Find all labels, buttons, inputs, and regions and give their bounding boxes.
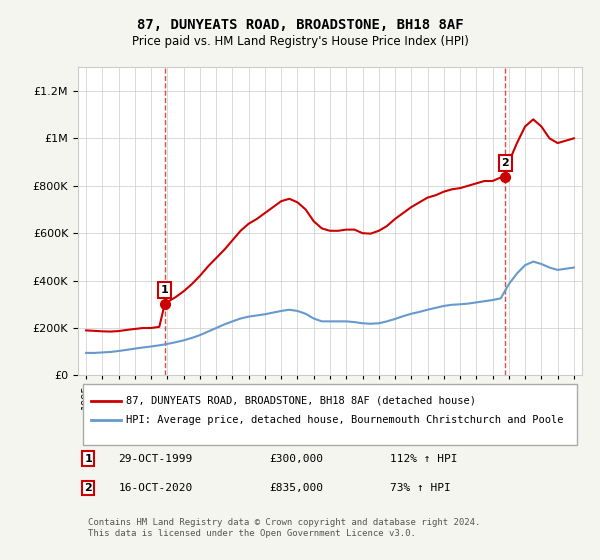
Text: 112% ↑ HPI: 112% ↑ HPI: [391, 454, 458, 464]
FancyBboxPatch shape: [83, 384, 577, 445]
Text: 2: 2: [84, 483, 92, 493]
Text: HPI: Average price, detached house, Bournemouth Christchurch and Poole: HPI: Average price, detached house, Bour…: [126, 414, 563, 424]
Text: Contains HM Land Registry data © Crown copyright and database right 2024.
This d: Contains HM Land Registry data © Crown c…: [88, 519, 481, 538]
Text: 1: 1: [84, 454, 92, 464]
Text: 87, DUNYEATS ROAD, BROADSTONE, BH18 8AF (detached house): 87, DUNYEATS ROAD, BROADSTONE, BH18 8AF …: [126, 395, 476, 405]
Text: Price paid vs. HM Land Registry's House Price Index (HPI): Price paid vs. HM Land Registry's House …: [131, 35, 469, 49]
Text: 16-OCT-2020: 16-OCT-2020: [118, 483, 193, 493]
Text: 73% ↑ HPI: 73% ↑ HPI: [391, 483, 451, 493]
Text: 29-OCT-1999: 29-OCT-1999: [118, 454, 193, 464]
Text: 87, DUNYEATS ROAD, BROADSTONE, BH18 8AF: 87, DUNYEATS ROAD, BROADSTONE, BH18 8AF: [137, 18, 463, 32]
Text: £835,000: £835,000: [269, 483, 323, 493]
Text: 2: 2: [502, 158, 509, 168]
Text: 1: 1: [161, 285, 169, 295]
Text: £300,000: £300,000: [269, 454, 323, 464]
